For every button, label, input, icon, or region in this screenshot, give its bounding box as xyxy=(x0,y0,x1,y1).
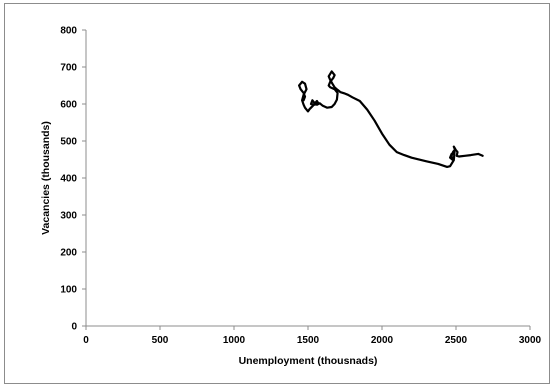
x-tick-label: 1000 xyxy=(223,335,246,346)
y-tick-label: 300 xyxy=(60,211,77,222)
x-tick-label: 1500 xyxy=(297,335,320,346)
x-axis-title: Unemployment (thousnads) xyxy=(239,355,378,367)
y-axis-title: Vacancies (thousands) xyxy=(40,121,52,235)
x-tick-label: 2500 xyxy=(445,335,468,346)
axis-ticks xyxy=(82,29,531,330)
y-tick-label: 500 xyxy=(60,137,77,148)
x-tick-label: 3000 xyxy=(519,335,542,346)
y-tick-label: 400 xyxy=(60,174,77,185)
y-tick-label: 800 xyxy=(60,26,77,37)
y-tick-label: 100 xyxy=(60,285,77,296)
chart-area xyxy=(4,3,550,384)
y-tick-label: 200 xyxy=(60,248,77,259)
x-tick-label: 0 xyxy=(83,335,89,346)
series-line xyxy=(298,70,484,168)
y-tick-label: 600 xyxy=(60,100,77,111)
x-tick-label: 2000 xyxy=(371,335,394,346)
x-tick-label: 500 xyxy=(152,335,169,346)
y-tick-label: 700 xyxy=(60,63,77,74)
y-tick-label: 0 xyxy=(71,322,77,333)
tick-labels: 0 500 1000 1500 2000 2500 3000 0 100 200 300 400 500… xyxy=(60,26,541,347)
